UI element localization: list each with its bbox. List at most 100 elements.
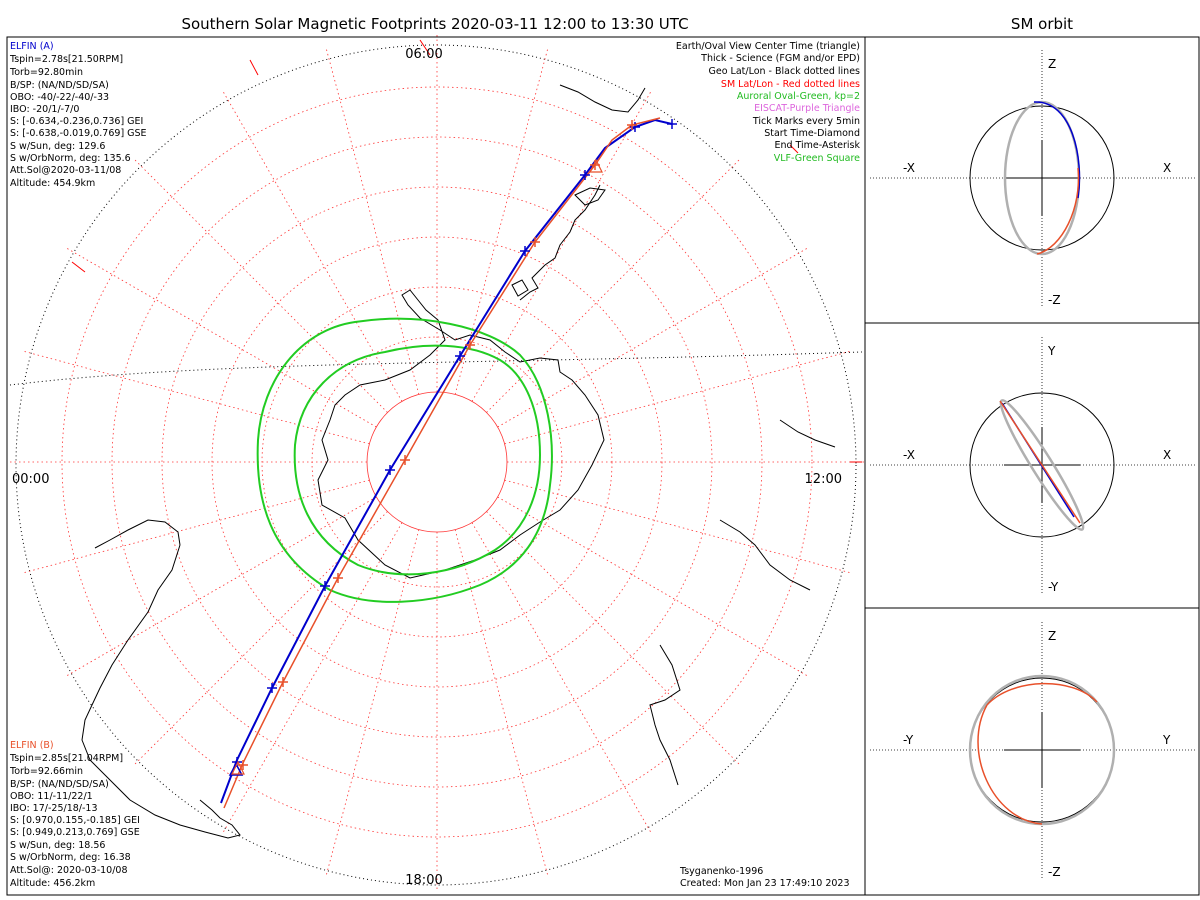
sm-longitude-line xyxy=(325,529,420,878)
legend-entry: VLF-Green Square xyxy=(774,153,860,164)
sm-latitude-circle xyxy=(61,86,813,838)
auroral-oval-outer xyxy=(256,317,553,603)
elfin-b-line: B/SP: (NA/ND/SD/SA) xyxy=(10,779,109,790)
elfin-b-line: Altitude: 456.2km xyxy=(10,878,95,889)
sm-tick xyxy=(789,144,799,154)
elfin-b-line: Tspin=2.85s[21.04RPM] xyxy=(9,753,123,764)
sm-longitude-line xyxy=(454,46,549,395)
coastline xyxy=(94,519,181,549)
legend-entry: SM Lat/Lon - Red dotted lines xyxy=(721,79,860,90)
elfin-b-line: Torb=92.66min xyxy=(9,766,83,777)
sm-latitude-circle xyxy=(161,186,713,738)
legend-entry: Thick - Science (FGM and/or EPD) xyxy=(700,53,860,64)
elfin-b-line: IBO: 17/-25/18/-13 xyxy=(10,803,98,814)
orbit-path-a xyxy=(1033,101,1081,199)
polar-map xyxy=(7,32,867,892)
orbit-panel-yz: Z -Z -Y Y xyxy=(870,622,1196,879)
model-label: Tsyganenko-1996 xyxy=(679,866,763,877)
elfin-b-line: Att.Sol@: 2020-03-10/08 xyxy=(10,865,128,876)
orbit-axis-label-down: -Z xyxy=(1048,293,1061,307)
sm-longitude-line xyxy=(221,522,403,835)
sm-longitude-line xyxy=(132,511,388,767)
elfin-b-view-triangle xyxy=(231,760,245,775)
coastline xyxy=(559,84,646,113)
orbit-axis-label-up: Z xyxy=(1048,629,1056,643)
elfin-b-line: S: [0.949,0.213,0.769] GSE xyxy=(10,827,140,838)
sm-longitude-line xyxy=(454,529,549,878)
orbit-title: SM orbit xyxy=(1011,15,1073,33)
sm-longitude-line xyxy=(325,46,420,395)
orbit-path-b xyxy=(999,400,1081,524)
time-label-1800: 18:00 xyxy=(405,873,442,888)
time-label-1200: 12:00 xyxy=(805,472,842,487)
elfin-a-line: Att.Sol@2020-03-11/08 xyxy=(10,165,121,176)
sm-longitude-line xyxy=(64,496,377,678)
geo-grid xyxy=(9,44,863,886)
sm-longitude-line xyxy=(504,350,853,445)
elfin-a-line: Torb=92.80min xyxy=(9,67,83,78)
earth-circle xyxy=(969,392,1115,538)
legend-entry: Tick Marks every 5min xyxy=(752,116,860,127)
sm-longitude-line xyxy=(471,89,653,402)
elfin-b-line: ELFIN (B) xyxy=(10,740,54,751)
orbit-axis-label-right: X xyxy=(1163,161,1171,175)
orbit-axis-label-down: -Z xyxy=(1048,865,1061,879)
orbit-panel-xz: Z -Z -X X xyxy=(870,50,1196,307)
sm-longitude-line xyxy=(471,522,653,835)
elfin-a-track xyxy=(220,118,673,804)
sm-grid xyxy=(7,32,867,892)
legend-entry: Start Time-Diamond xyxy=(764,128,860,139)
time-label-0600: 06:00 xyxy=(405,47,442,62)
coastline xyxy=(574,187,606,206)
orbit-axis-label-right: Y xyxy=(1162,733,1171,747)
elfin-a-line: S w/Sun, deg: 129.6 xyxy=(10,141,105,152)
elfin-a-line: B/SP: (NA/ND/SD/SA) xyxy=(10,80,109,91)
legend-entry: Auroral Oval-Green, kp=2 xyxy=(737,91,860,102)
time-label-0000: 00:00 xyxy=(12,472,49,487)
coastline xyxy=(719,519,811,591)
elfin-a-line: S w/OrbNorm, deg: 135.6 xyxy=(10,153,131,164)
sm-tick xyxy=(419,39,431,56)
elfin-a-line: S: [-0.634,-0.236,0.736] GEI xyxy=(10,116,143,127)
coastline xyxy=(779,419,836,448)
elfin-a-line: S: [-0.638,-0.019,0.769] GSE xyxy=(10,128,147,139)
elfin-a-line: Altitude: 454.9km xyxy=(10,178,95,189)
coastline xyxy=(519,184,601,301)
auroral-oval xyxy=(256,317,553,603)
orbit-axis-label-left: -X xyxy=(903,448,915,462)
orbit-path-b xyxy=(1036,167,1080,255)
legend-entry: EISCAT-Purple Triangle xyxy=(754,103,860,114)
map-frame xyxy=(6,36,866,896)
eiscat-triangle xyxy=(589,158,603,173)
elfin-a-line: IBO: -20/1/-7/0 xyxy=(10,104,79,115)
elfin-a-line: ELFIN (A) xyxy=(10,41,54,52)
sm-tick xyxy=(71,261,86,273)
sm-latitude-circle xyxy=(111,136,763,788)
sm-longitude-line xyxy=(221,89,403,402)
antarctica-coastline xyxy=(81,84,836,839)
legend-entry: End Time-Asterisk xyxy=(774,140,860,151)
sm-latitude-circle xyxy=(261,286,613,638)
elfin-b-line: S: [0.970,0.155,-0.185] GEI xyxy=(10,815,140,826)
orbit-axis-label-left: -X xyxy=(903,161,915,175)
elfin-b-line: OBO: 11/-11/22/1 xyxy=(10,791,93,802)
legend: Earth/Oval View Center Time (triangle) T… xyxy=(676,41,861,164)
sm-longitude-line xyxy=(64,246,377,428)
orbit-axis-label-down: -Y xyxy=(1048,580,1059,594)
elfin-a-view-triangle xyxy=(228,762,244,776)
elfin-b-info: ELFIN (B) Tspin=2.85s[21.04RPM] Torb=92.… xyxy=(9,740,140,889)
auroral-oval-inner xyxy=(293,344,542,576)
orbit-axis-label-up: Z xyxy=(1048,57,1056,71)
geo-longitude-line xyxy=(9,351,863,386)
coastline xyxy=(81,544,241,839)
sm-longitude-line xyxy=(21,479,370,574)
sm-longitude-line xyxy=(132,157,388,413)
sm-tick xyxy=(249,59,259,76)
coastline xyxy=(317,289,605,579)
elfin-a-info: ELFIN (A) Tspin=2.78s[21.50RPM] Torb=92.… xyxy=(9,41,147,189)
earth-circle xyxy=(969,105,1115,251)
elfin-a-line: Tspin=2.78s[21.50RPM] xyxy=(9,54,123,65)
plot-title: Southern Solar Magnetic Footprints 2020-… xyxy=(181,15,688,33)
orbit-path-b xyxy=(977,704,1043,825)
footprint-tracks xyxy=(220,117,677,809)
